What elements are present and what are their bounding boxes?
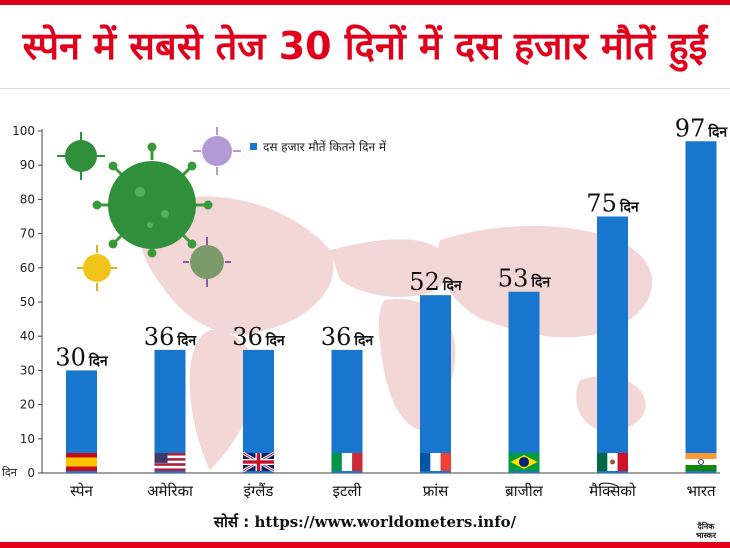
virus-icon-green-small (57, 132, 105, 180)
bar (685, 141, 717, 473)
legend-swatch (250, 143, 257, 150)
category-label: ब्राजील (505, 482, 543, 500)
virus-icon-purple (193, 127, 241, 175)
category-label: फ्रांस (423, 482, 449, 500)
value-label: 97 दिन (675, 114, 729, 142)
spain-flag (66, 453, 97, 471)
dainik-bhaskar-logo: दैनिक भास्कर (686, 522, 726, 540)
value-label: 53 दिन (498, 265, 552, 293)
value-label: 75 दिन (586, 190, 640, 218)
y-tick-label: 50 (20, 295, 35, 309)
source-line: सोर्स : https://www.worldometers.info/ (0, 512, 730, 532)
legend-label: दस हजार मौतें कितने दिन में (263, 140, 387, 154)
category-label: इटली (333, 482, 363, 500)
india-flag (685, 453, 717, 471)
source-label: सोर्स : (213, 513, 250, 531)
logo-line1: दैनिक (697, 522, 715, 531)
bars-group (66, 141, 717, 473)
bottom-accent-bar (0, 542, 730, 548)
y-tick-label: 70 (20, 227, 35, 241)
category-label: इंग्लैंड (244, 482, 275, 500)
bar (597, 216, 628, 473)
world-map-background (139, 196, 653, 470)
mexico-flag (597, 453, 628, 471)
logo-line2: भास्कर (695, 531, 717, 540)
y-tick-label: 10 (20, 432, 35, 446)
france-flag (420, 453, 451, 471)
category-labels-group: स्पेन अमेरिका इंग्लैंड इटली फ्रांस ब्राजील मैक… (70, 482, 716, 500)
value-label: 36 दिन (232, 323, 286, 351)
italy-flag (331, 453, 363, 471)
value-label: 52 दिन (409, 268, 463, 296)
y-tick-label: 80 (20, 192, 35, 206)
value-labels-group: 30 दिन 36 दिन 36 दिन 36 दिन 52 दिन 53 दिन 75 दिन 97 दिन (55, 114, 728, 371)
brazil-flag (508, 453, 540, 471)
bar (420, 295, 451, 473)
source-url[interactable]: https://www.worldometers.info/ (254, 513, 517, 531)
category-label: स्पेन (70, 482, 93, 500)
virus-icon-large (92, 142, 213, 258)
top-accent-bar (0, 0, 730, 5)
category-label: अमेरिका (147, 482, 194, 500)
page-title: स्पेन में सबसे तेज 30 दिनों में दस हजार … (22, 24, 708, 68)
chart-legend: दस हजार मौतें कितने दिन में (250, 138, 386, 155)
y-tick-label: 20 (20, 398, 35, 412)
y-tick-label: 0 (27, 466, 35, 480)
usa-flag (154, 453, 186, 471)
bar (243, 349, 274, 473)
uk-flag (242, 451, 275, 473)
virus-icon-yellow (77, 245, 117, 291)
flags-group (66, 451, 717, 473)
value-label: 36 दिन (144, 323, 198, 351)
y-tick-label: 40 (20, 329, 35, 343)
category-label: भारत (686, 482, 716, 500)
y-tick-label: 60 (20, 261, 35, 275)
virus-icon-purple-dark (183, 237, 231, 287)
bar (331, 349, 363, 473)
bar (154, 349, 186, 473)
bar (508, 291, 540, 473)
y-tick-label: 30 (20, 363, 35, 377)
y-tick-label: 90 (20, 158, 35, 172)
value-label: 30 दिन (55, 343, 109, 371)
y-tick-label: 100 (12, 124, 35, 138)
category-label: मैक्सिको (589, 482, 637, 500)
title-divider (0, 88, 730, 89)
y-axis-label: दिन (2, 466, 18, 479)
value-label: 36 दिन (321, 323, 375, 351)
